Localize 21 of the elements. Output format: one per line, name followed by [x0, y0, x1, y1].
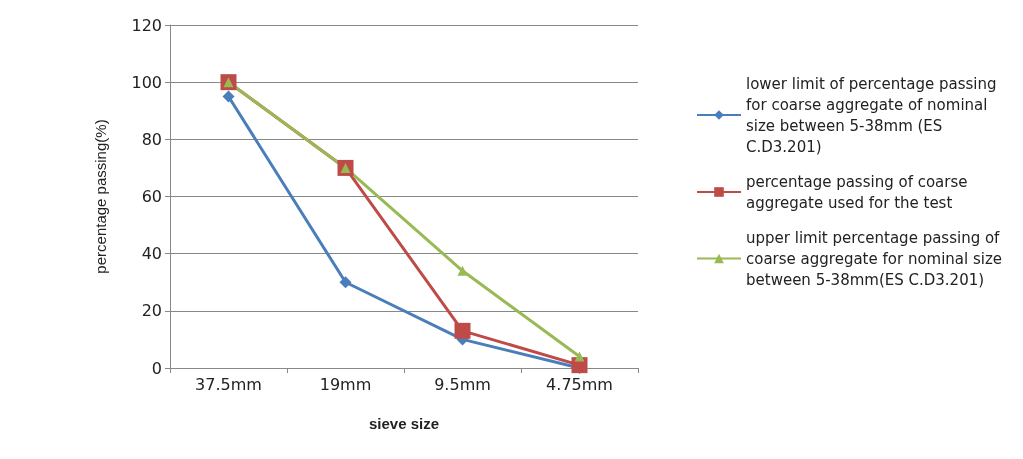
point — [222, 90, 235, 103]
point — [574, 351, 585, 362]
y-tick-label: 100 — [131, 72, 162, 92]
y-axis-title: percentage passing(%) — [92, 119, 109, 274]
point — [339, 276, 352, 289]
y-tick-label: 120 — [131, 15, 162, 35]
x-tick-label: 4.75mm — [546, 374, 613, 394]
legend-label: percentage passing of coarse aggregate used for the test — [746, 172, 973, 212]
y-tick-label: 80 — [141, 129, 162, 149]
x-tick-label: 19mm — [319, 374, 372, 394]
y-tick-label: 60 — [141, 187, 162, 206]
point — [454, 322, 471, 339]
y-tick-label: 20 — [141, 301, 162, 321]
x-tick-label: 9.5mm — [434, 374, 491, 394]
y-tick-label: 40 — [141, 244, 162, 264]
x-tick-label: 37.5mm — [195, 374, 262, 394]
legend-label: upper limit percentage passing of coarse aggregate for nominal size between 5-38mm(ES C.D3.201) — [746, 228, 1007, 289]
y-tick-label: 0 — [151, 358, 162, 378]
point — [457, 265, 468, 276]
legend-label: lower limit of percentage passing for coarse aggregate of nominal size between 5-38mm (ES C.D3.201) — [746, 74, 1002, 156]
x-axis-title: sieve size — [368, 415, 440, 432]
